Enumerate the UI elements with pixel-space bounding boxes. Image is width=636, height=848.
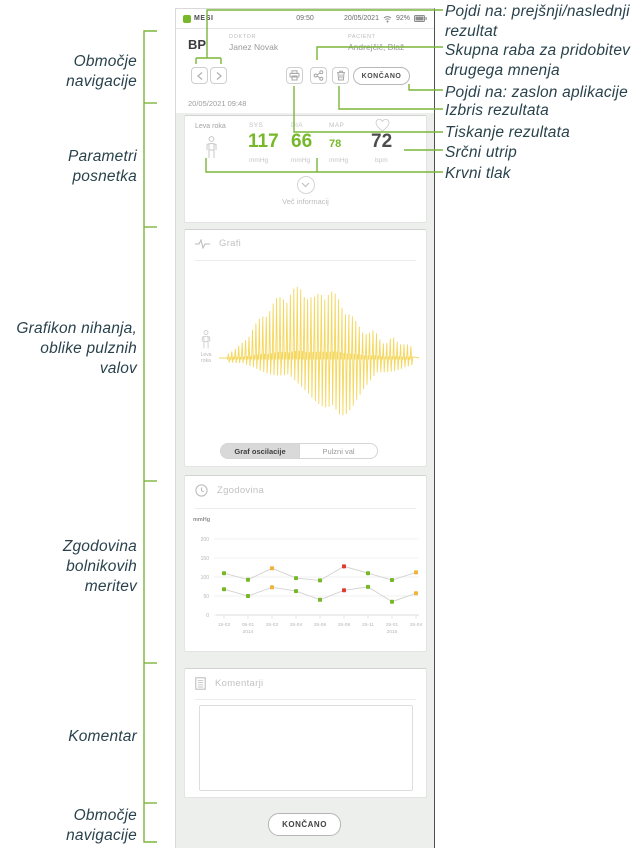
pulse-icon	[195, 238, 210, 249]
trash-icon	[336, 70, 345, 81]
annotation-share-second-opinion: Skupna raba za pridobitev drugega mnenja	[445, 42, 631, 79]
more-info-label: Več informacij	[282, 197, 329, 206]
app-title: BP	[188, 37, 207, 52]
chevron-left-icon	[196, 71, 202, 80]
comments-title: Komentarji	[215, 678, 264, 689]
annotation-comment: Komentar	[68, 728, 137, 745]
pulse-unit: bpm	[375, 157, 388, 164]
chevron-down-icon	[301, 182, 310, 188]
svg-text:100: 100	[201, 575, 210, 581]
share-icon	[313, 70, 324, 81]
pulse-value: 72	[371, 131, 393, 152]
next-result-button[interactable]	[210, 67, 227, 84]
delete-button[interactable]	[332, 67, 349, 84]
svg-text:25-01: 25-01	[386, 622, 399, 628]
toggle-oscillation-graph[interactable]: Graf oscilacije	[220, 443, 299, 459]
done-button-bottom[interactable]: KONČANO	[268, 813, 341, 836]
annotation-blood-pressure: Krvni tlak	[445, 165, 511, 182]
sys-value: 117	[248, 131, 279, 152]
svg-text:25-03: 25-03	[266, 622, 279, 628]
history-title: Zgodovina	[217, 485, 265, 496]
dia-unit: mmHg	[291, 157, 311, 164]
arm-label: Leva roka	[195, 123, 226, 130]
dia-value: 66	[291, 131, 313, 152]
parameters-card: Leva roka SYS DIA MAP 117 66 78 72 mmHg …	[184, 115, 427, 223]
svg-text:25-11: 25-11	[362, 622, 374, 628]
graphs-title: Grafi	[219, 238, 242, 249]
graph-toggle: Graf oscilacije Pulzni val	[220, 443, 378, 459]
svg-text:25-06: 25-06	[314, 622, 327, 628]
chevron-right-icon	[216, 71, 222, 80]
status-date: 20/05/2021	[343, 15, 379, 22]
map-value: 78	[329, 138, 342, 150]
svg-text:2015: 2015	[387, 629, 398, 635]
dia-label: DIA	[291, 122, 304, 129]
svg-text:05-01: 05-01	[242, 622, 255, 628]
svg-text:50: 50	[203, 594, 209, 600]
result-toolbar: KONČANO	[176, 65, 434, 89]
patient-name: Andrejčič, Blaž	[348, 42, 405, 52]
doctor-info: DOKTOR Janez Novak	[229, 34, 278, 52]
app-header: BP DOKTOR Janez Novak PACIENT Andrejčič,…	[176, 29, 434, 61]
comment-input[interactable]	[199, 705, 413, 791]
oscillation-waveform-chart	[219, 286, 420, 416]
wifi-icon	[383, 15, 392, 22]
svg-text:mmHg: mmHg	[193, 517, 210, 523]
person-icon	[206, 136, 217, 158]
waveform-arm-label: Leva roka	[200, 352, 212, 364]
annotation-go-to-app-screen: Pojdi na: zaslon aplikacije	[445, 84, 628, 101]
mesi-logo-mark	[183, 14, 191, 23]
clock-icon	[195, 484, 208, 497]
doctor-name: Janez Novak	[229, 42, 279, 52]
share-button[interactable]	[310, 67, 327, 84]
annotation-navigation-area-bottom: Območje navigacije	[66, 807, 137, 844]
svg-text:25-04: 25-04	[290, 622, 303, 628]
done-button-top[interactable]: KONČANO	[353, 67, 410, 85]
annotation-heart-rate: Srčni utrip	[445, 144, 517, 161]
svg-text:25-04: 25-04	[410, 622, 423, 628]
patient-info: PACIENT Andrejčič, Blaž	[348, 34, 404, 52]
graphs-card: Grafi Leva roka Graf oscilacije Pulzni v…	[184, 229, 427, 467]
svg-text:15-03: 15-03	[218, 622, 231, 628]
annotation-delete-result: Izbris rezultata	[445, 102, 549, 119]
svg-text:25-08: 25-08	[338, 622, 351, 628]
patient-label: PACIENT	[348, 34, 376, 40]
document-icon	[195, 677, 206, 690]
doctor-label: DOKTOR	[229, 34, 257, 40]
mesi-logo: MESI	[183, 14, 214, 23]
map-label: MAP	[329, 122, 345, 129]
waveform-arm: Leva roka	[194, 330, 218, 364]
print-button[interactable]	[286, 67, 303, 84]
svg-text:150: 150	[201, 556, 210, 562]
svg-text:200: 200	[201, 537, 210, 543]
person-icon	[201, 330, 211, 349]
tablet-screenshot: MESI 09:50 20/05/2021 92% BP DOKTOR Jane…	[175, 8, 435, 848]
annotation-prev-next-result: Pojdi na: prejšnji/naslednji rezultat	[445, 3, 630, 40]
record-datetime: 20/05/2021 09:48	[188, 99, 247, 108]
annotation-waveform-graph: Grafikon nihanja, oblike pulznih valov	[16, 320, 137, 377]
annotation-record-parameters: Parametri posnetka	[68, 148, 137, 185]
comments-card: Komentarji	[184, 668, 427, 798]
toggle-pulse-wave[interactable]: Pulzni val	[299, 443, 378, 459]
more-info-button[interactable]	[296, 176, 315, 194]
battery-percent: 92%	[395, 15, 410, 22]
battery-icon	[414, 15, 427, 22]
print-icon	[289, 70, 300, 81]
svg-text:0: 0	[206, 613, 209, 619]
brand-name: MESI	[194, 15, 214, 22]
annotation-navigation-area-top: Območje navigacije	[66, 53, 137, 90]
sys-label: SYS	[249, 122, 264, 129]
status-bar: MESI 09:50 20/05/2021 92%	[176, 9, 434, 29]
annotation-print-result: Tiskanje rezultata	[445, 124, 570, 141]
more-info-expander[interactable]: Več informacij	[185, 176, 426, 206]
sys-unit: mmHg	[249, 157, 269, 164]
annotation-patient-history: Zgodovina bolnikovih meritev	[62, 538, 137, 595]
history-card: Zgodovina mmHg 200 150 100 50 0 15-03 05-01 2014…	[184, 475, 427, 652]
map-unit: mmHg	[329, 157, 349, 164]
svg-text:2014: 2014	[243, 629, 254, 635]
previous-result-button[interactable]	[191, 67, 208, 84]
